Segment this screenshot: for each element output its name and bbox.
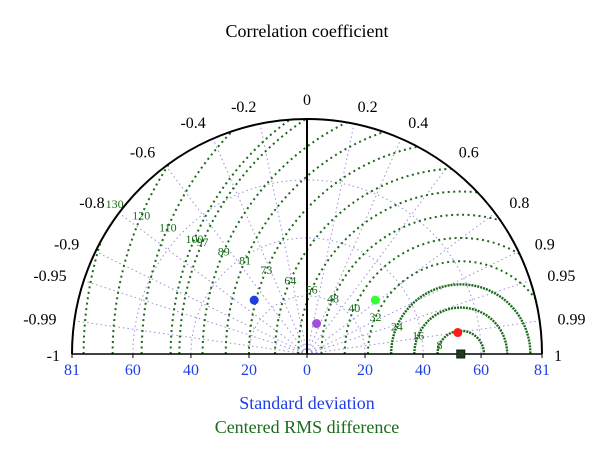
rms-arc bbox=[82, 119, 542, 354]
x-axis-title: Standard deviation bbox=[239, 393, 374, 413]
std-tick-label: 40 bbox=[183, 362, 199, 379]
rms-arc bbox=[111, 119, 542, 354]
corr-tick-label: 0.2 bbox=[358, 99, 378, 116]
std-tick-label: 81 bbox=[64, 362, 80, 379]
corr-tick-label: 0.99 bbox=[557, 311, 585, 328]
data-point bbox=[370, 295, 380, 305]
rms-arc bbox=[297, 190, 542, 354]
corr-tick-label: -0.95 bbox=[33, 268, 66, 285]
std-tick-label: 60 bbox=[473, 362, 489, 379]
chart-title: Correlation coefficient bbox=[225, 21, 388, 41]
corr-tick-label: 1 bbox=[554, 348, 562, 365]
rms-label: 8 bbox=[436, 338, 442, 352]
corr-tick-label: -0.6 bbox=[130, 145, 155, 162]
rms-arc bbox=[343, 237, 542, 354]
corr-grid-line bbox=[306, 165, 449, 355]
corr-tick-label: 0.8 bbox=[509, 195, 529, 212]
std-grid-arc bbox=[190, 237, 424, 355]
rms-label: 130 bbox=[106, 197, 124, 211]
corr-tick-label: 0.9 bbox=[535, 237, 555, 254]
data-point bbox=[312, 319, 322, 329]
rms-label: 16 bbox=[412, 329, 424, 343]
rms-arcs bbox=[82, 119, 542, 354]
rms-label: 24 bbox=[391, 319, 403, 333]
corr-grid-line bbox=[306, 251, 519, 355]
corr-grid-line bbox=[306, 212, 496, 355]
rms-label: 64 bbox=[284, 273, 296, 287]
data-point bbox=[453, 328, 463, 338]
rms-arc bbox=[320, 213, 542, 354]
std-tick-label: 20 bbox=[241, 362, 257, 379]
rms-arc bbox=[389, 283, 532, 354]
corr-tick-label: -0.4 bbox=[180, 115, 205, 132]
corr-tick-label: 0.6 bbox=[459, 145, 479, 162]
rms-label: 100 bbox=[186, 232, 204, 246]
corr-tick-label: 0 bbox=[303, 92, 311, 109]
corr-grid-line bbox=[212, 138, 308, 355]
rms-label: 120 bbox=[132, 209, 150, 223]
std-tick-label: 20 bbox=[357, 362, 373, 379]
corr-grid-line bbox=[165, 165, 308, 355]
rms-label: 56 bbox=[306, 282, 318, 296]
std-tick-label: 60 bbox=[125, 362, 141, 379]
corr-tick-label: -0.99 bbox=[23, 311, 56, 328]
rms-label: 110 bbox=[159, 220, 177, 234]
corr-grid-line bbox=[306, 123, 355, 355]
rms-label: 89 bbox=[218, 244, 230, 258]
corr-grid-line bbox=[95, 251, 308, 355]
std-tick-label: 81 bbox=[534, 362, 550, 379]
corr-tick-label: 0.95 bbox=[547, 268, 575, 285]
corr-tick-label: 0.4 bbox=[408, 115, 428, 132]
corr-grid-line bbox=[83, 280, 308, 355]
rms-title: Centered RMS difference bbox=[215, 417, 400, 437]
corr-grid-line bbox=[74, 320, 308, 355]
rms-label: 81 bbox=[239, 254, 251, 268]
rms-label: 97 bbox=[196, 235, 208, 249]
data-point bbox=[249, 295, 259, 305]
corr-tick-label: -0.9 bbox=[54, 237, 79, 254]
rms-arc bbox=[274, 167, 542, 354]
rms-label: 32 bbox=[370, 310, 382, 324]
rms-arc bbox=[178, 119, 542, 354]
std-tick-label: 0 bbox=[303, 362, 311, 379]
rms-arc bbox=[140, 119, 542, 354]
corr-grid-line bbox=[306, 320, 540, 355]
rms-arc bbox=[201, 119, 542, 354]
rms-arc bbox=[413, 306, 509, 354]
std-tick-label: 40 bbox=[415, 362, 431, 379]
corr-tick-label: -0.8 bbox=[79, 195, 104, 212]
rms-label: 73 bbox=[260, 263, 272, 277]
corr-tick-label: -0.2 bbox=[231, 99, 256, 116]
corr-grid-line bbox=[306, 138, 402, 355]
rms-label: 48 bbox=[327, 292, 339, 306]
rms-label: 40 bbox=[348, 301, 360, 315]
reference-marker bbox=[456, 349, 466, 359]
corr-grid-line bbox=[306, 280, 531, 355]
corr-tick-label: -1 bbox=[47, 348, 60, 365]
